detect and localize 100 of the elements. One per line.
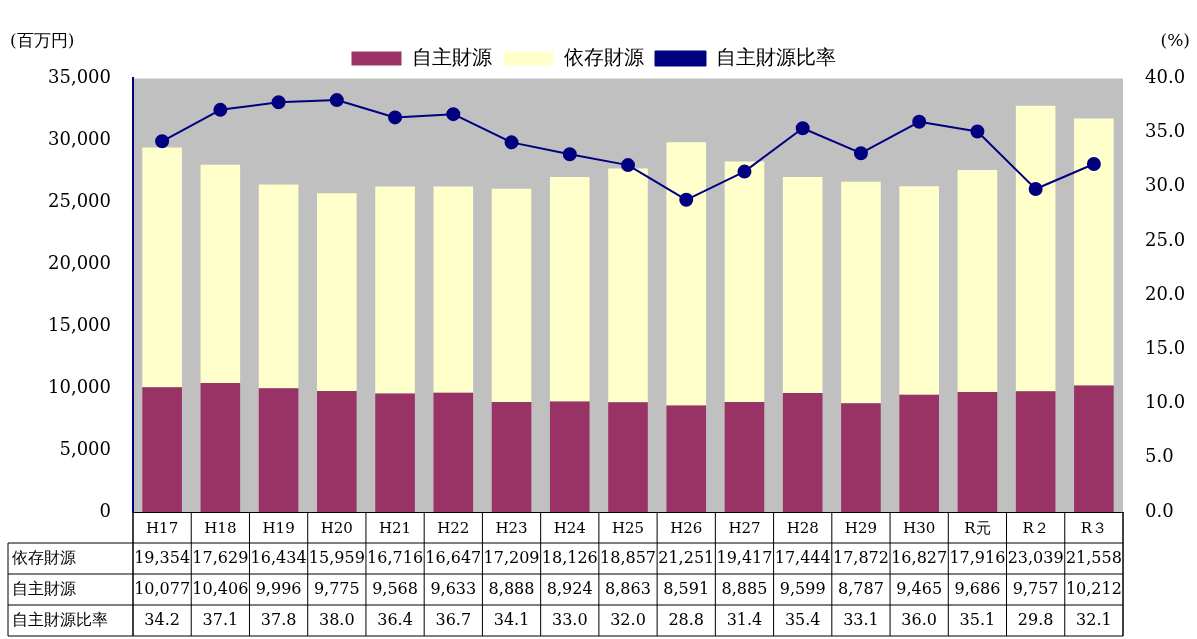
data-label: 16,434 [250, 547, 307, 567]
data-label: 15,959 [308, 547, 365, 567]
bar [258, 184, 299, 389]
x-tick-label: H21 [378, 518, 412, 537]
bar [491, 188, 532, 402]
point [562, 147, 577, 162]
bar [899, 186, 939, 395]
y2-tick-label: 20.0 [1145, 282, 1186, 304]
data-label: 38.0 [319, 609, 355, 629]
text: 依存財源 [12, 547, 76, 567]
point [213, 102, 228, 117]
bar [1074, 118, 1114, 386]
data-label: 23,039 [1007, 547, 1064, 567]
data-label: 33.0 [551, 609, 588, 629]
point [1086, 157, 1101, 172]
y-tick-label: 30,000 [48, 128, 111, 150]
x-tick-label: H29 [844, 518, 878, 537]
bar [491, 401, 532, 512]
point [621, 158, 635, 173]
y2-tick-label: 0.0 [1145, 499, 1174, 521]
data-label: 10,406 [192, 578, 249, 598]
text: 自主財源 [12, 578, 76, 598]
bar [142, 387, 182, 512]
x-tick-label: R３ [1080, 518, 1108, 537]
data-label: 33.1 [843, 609, 879, 629]
data-label: 9,775 [313, 578, 360, 598]
bar [200, 383, 241, 512]
point [1028, 181, 1043, 196]
bar [899, 394, 939, 512]
y2-axis-title: (%) [1160, 30, 1190, 51]
data-label: 8,888 [488, 578, 535, 598]
y-tick-label: 10,000 [48, 375, 111, 397]
point [329, 93, 344, 108]
data-label: 8,885 [721, 578, 768, 598]
y-axis-title: (百万円) [10, 30, 75, 51]
bar [957, 392, 998, 512]
bar [258, 388, 299, 512]
point [388, 110, 403, 125]
data-label: 18,857 [600, 547, 656, 567]
y-tick-label: 5,000 [59, 437, 111, 459]
data-label: 32.1 [1076, 609, 1112, 629]
data-label: 35.1 [959, 609, 996, 629]
x-tick-label: R元 [964, 518, 991, 537]
bar [782, 393, 823, 512]
y2-tick-label: 15.0 [1145, 337, 1186, 359]
data-label: 35.4 [784, 609, 821, 629]
bar [317, 390, 357, 512]
x-tick-label: H17 [146, 518, 179, 537]
data-label: 9,757 [1012, 578, 1059, 598]
data-label: 8,591 [663, 578, 710, 598]
bar [724, 401, 765, 512]
point [679, 192, 694, 207]
data-label: 9,633 [430, 578, 477, 598]
x-tick-label: H22 [437, 518, 470, 537]
data-label: 19,354 [134, 547, 191, 567]
y-tick-label: 35,000 [48, 66, 111, 88]
data-label: 16,716 [367, 547, 424, 567]
x-tick-label: H28 [786, 518, 819, 537]
data-label: 8,787 [838, 578, 884, 598]
y-tick-label: 0 [99, 499, 111, 521]
bar [782, 176, 823, 394]
data-label: 9,686 [954, 578, 1001, 598]
x-tick-label: H30 [903, 518, 936, 537]
point [737, 164, 752, 179]
bar [841, 181, 881, 404]
bar [375, 186, 415, 394]
bar [317, 193, 357, 391]
bar [142, 147, 182, 388]
data-label: 36.0 [901, 609, 937, 629]
point [155, 134, 170, 149]
point [912, 114, 927, 129]
text: 自主財源比率 [12, 609, 108, 629]
bar [724, 161, 765, 402]
y2-tick-label: 30.0 [1145, 174, 1186, 196]
data-label: 9,599 [779, 578, 826, 598]
data-label: 8,863 [605, 578, 651, 598]
data-label: 21,558 [1065, 547, 1122, 567]
data-label: 16,827 [891, 547, 948, 567]
data-label: 34.1 [493, 609, 530, 629]
data-label: 19,417 [716, 547, 773, 567]
legend-label: 自主財源 [411, 44, 492, 69]
bar [1015, 391, 1056, 512]
y-tick-label: 25,000 [48, 189, 111, 211]
data-label: 17,444 [774, 547, 831, 567]
data-label: 9,996 [255, 578, 302, 598]
bar [433, 392, 474, 512]
data-label: 32.0 [610, 609, 646, 629]
x-tick-label: H18 [204, 518, 237, 537]
data-label: 10,077 [134, 578, 191, 598]
bar [957, 170, 998, 392]
point [970, 124, 985, 139]
bar [433, 186, 474, 393]
bar [1074, 385, 1114, 512]
data-label: 21,251 [658, 547, 715, 567]
point [446, 107, 461, 122]
x-tick-label: H27 [728, 518, 761, 537]
x-tick-label: H19 [262, 518, 295, 537]
data-label: 36.7 [435, 609, 472, 629]
y2-tick-label: 35.0 [1145, 120, 1186, 142]
data-label: 10,212 [1065, 578, 1122, 598]
